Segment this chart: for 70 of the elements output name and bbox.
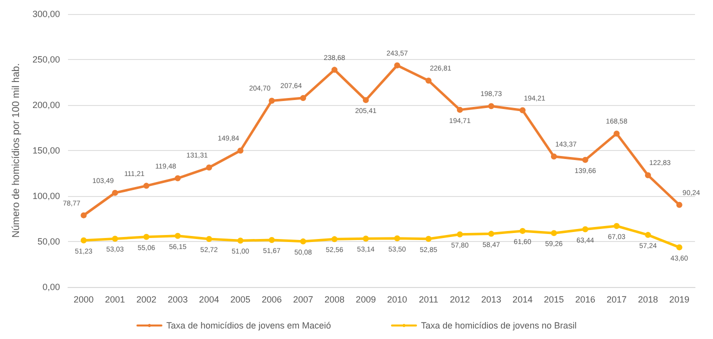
point — [300, 95, 306, 102]
point — [174, 175, 181, 182]
x-tick-label: 2006 — [262, 294, 282, 304]
x-tick-label: 2019 — [669, 294, 690, 304]
point — [394, 62, 400, 68]
y-tick-label: 50,00 — [37, 236, 60, 246]
y-tick-label: 300,00 — [32, 9, 60, 19]
point — [614, 130, 620, 137]
x-tick-label: 2005 — [230, 294, 250, 304]
x-tick-label: 2009 — [356, 294, 376, 304]
point — [143, 182, 150, 189]
y-axis-title: Número de homicídios por 100 mil hab. — [11, 63, 22, 238]
point — [676, 202, 682, 208]
point — [488, 103, 494, 110]
point — [143, 234, 150, 240]
point — [331, 66, 338, 73]
point — [644, 172, 651, 178]
x-tick-label: 2000 — [74, 294, 94, 304]
y-tick-label: 200,00 — [32, 100, 60, 110]
y-tick-label: 100,00 — [32, 191, 60, 201]
x-tick-label: 2002 — [136, 294, 156, 304]
point — [206, 236, 212, 242]
point — [237, 148, 244, 154]
point — [644, 232, 651, 238]
x-tick-label: 2003 — [168, 294, 188, 304]
x-tick-label: 2018 — [638, 294, 658, 304]
x-tick-label: 2013 — [481, 294, 502, 304]
point — [520, 107, 526, 114]
x-tick-label: 2010 — [387, 294, 408, 304]
x-tick-label: 2011 — [418, 294, 438, 304]
point — [362, 97, 369, 104]
point — [550, 154, 557, 160]
legend-label: Taxa de homicídios de jovens em Maceió — [166, 320, 332, 330]
point — [582, 156, 588, 163]
point — [426, 78, 432, 84]
point — [300, 238, 306, 244]
x-tick-label: 2008 — [324, 294, 344, 304]
legend-label: Taxa de homicídios de jovens no Brasil — [421, 320, 577, 330]
point — [520, 228, 526, 234]
point — [80, 237, 87, 244]
x-tick-label: 2015 — [544, 294, 564, 304]
point — [456, 231, 463, 238]
point — [456, 106, 463, 113]
y-tick-label: 250,00 — [32, 54, 60, 64]
x-tick-label: 2016 — [575, 294, 596, 304]
x-tick-label: 2001 — [105, 294, 126, 304]
point — [614, 223, 620, 229]
point — [488, 230, 494, 237]
point — [550, 230, 557, 236]
point — [112, 190, 118, 196]
y-tick-label: 0,00 — [42, 282, 60, 292]
x-tick-label: 2012 — [450, 294, 470, 304]
point — [362, 236, 369, 242]
point — [394, 235, 400, 242]
point — [112, 236, 118, 242]
point — [206, 164, 212, 171]
point — [426, 236, 432, 242]
point — [582, 226, 588, 232]
point — [268, 98, 275, 104]
x-tick-label: 2007 — [293, 294, 314, 304]
point — [676, 244, 682, 250]
x-tick-label: 2014 — [512, 294, 533, 304]
point — [237, 238, 244, 244]
point — [268, 236, 275, 243]
point — [331, 236, 338, 242]
point — [80, 212, 87, 218]
x-tick-label: 2017 — [606, 294, 627, 304]
y-tick-label: 150,00 — [32, 146, 60, 156]
point — [174, 232, 181, 239]
x-tick-label: 2004 — [199, 294, 220, 304]
